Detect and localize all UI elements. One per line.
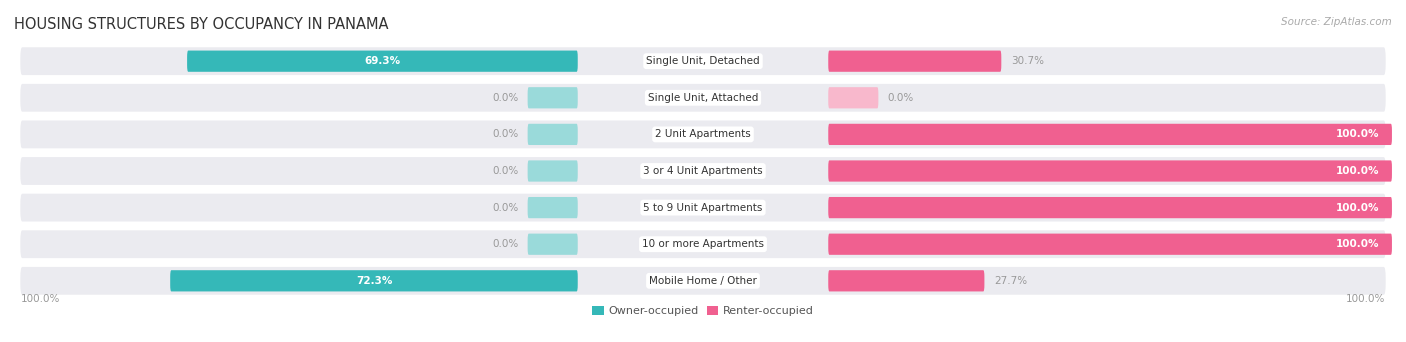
FancyBboxPatch shape [170,270,578,291]
Text: 100.0%: 100.0% [1336,166,1379,176]
FancyBboxPatch shape [527,234,578,255]
FancyBboxPatch shape [828,234,1392,255]
FancyBboxPatch shape [20,230,1386,258]
Text: 100.0%: 100.0% [1336,239,1379,249]
FancyBboxPatch shape [828,87,879,108]
Text: 0.0%: 0.0% [492,239,519,249]
Text: HOUSING STRUCTURES BY OCCUPANCY IN PANAMA: HOUSING STRUCTURES BY OCCUPANCY IN PANAM… [14,17,388,32]
FancyBboxPatch shape [20,120,1386,148]
Text: 10 or more Apartments: 10 or more Apartments [643,239,763,249]
Text: 100.0%: 100.0% [1347,294,1386,304]
Text: 0.0%: 0.0% [492,93,519,103]
FancyBboxPatch shape [828,197,1392,218]
FancyBboxPatch shape [20,267,1386,295]
Text: 3 or 4 Unit Apartments: 3 or 4 Unit Apartments [643,166,763,176]
Text: 2 Unit Apartments: 2 Unit Apartments [655,129,751,140]
FancyBboxPatch shape [20,157,1386,185]
FancyBboxPatch shape [828,51,1001,72]
Text: 30.7%: 30.7% [1011,56,1043,66]
FancyBboxPatch shape [187,51,578,72]
Text: 27.7%: 27.7% [994,276,1026,286]
Text: 0.0%: 0.0% [492,166,519,176]
Text: 72.3%: 72.3% [356,276,392,286]
Text: 100.0%: 100.0% [1336,202,1379,213]
FancyBboxPatch shape [527,160,578,182]
Text: 0.0%: 0.0% [492,129,519,140]
Text: 69.3%: 69.3% [364,56,401,66]
Legend: Owner-occupied, Renter-occupied: Owner-occupied, Renter-occupied [592,306,814,316]
FancyBboxPatch shape [527,124,578,145]
Text: 0.0%: 0.0% [887,93,914,103]
Text: 0.0%: 0.0% [492,202,519,213]
Text: Source: ZipAtlas.com: Source: ZipAtlas.com [1281,17,1392,27]
Text: 5 to 9 Unit Apartments: 5 to 9 Unit Apartments [644,202,762,213]
Text: Single Unit, Attached: Single Unit, Attached [648,93,758,103]
Text: Mobile Home / Other: Mobile Home / Other [650,276,756,286]
FancyBboxPatch shape [20,84,1386,112]
FancyBboxPatch shape [20,47,1386,75]
Text: 100.0%: 100.0% [20,294,59,304]
FancyBboxPatch shape [828,124,1392,145]
Text: 100.0%: 100.0% [1336,129,1379,140]
FancyBboxPatch shape [20,194,1386,222]
FancyBboxPatch shape [527,87,578,108]
FancyBboxPatch shape [828,270,984,291]
FancyBboxPatch shape [828,160,1392,182]
FancyBboxPatch shape [527,197,578,218]
Text: Single Unit, Detached: Single Unit, Detached [647,56,759,66]
